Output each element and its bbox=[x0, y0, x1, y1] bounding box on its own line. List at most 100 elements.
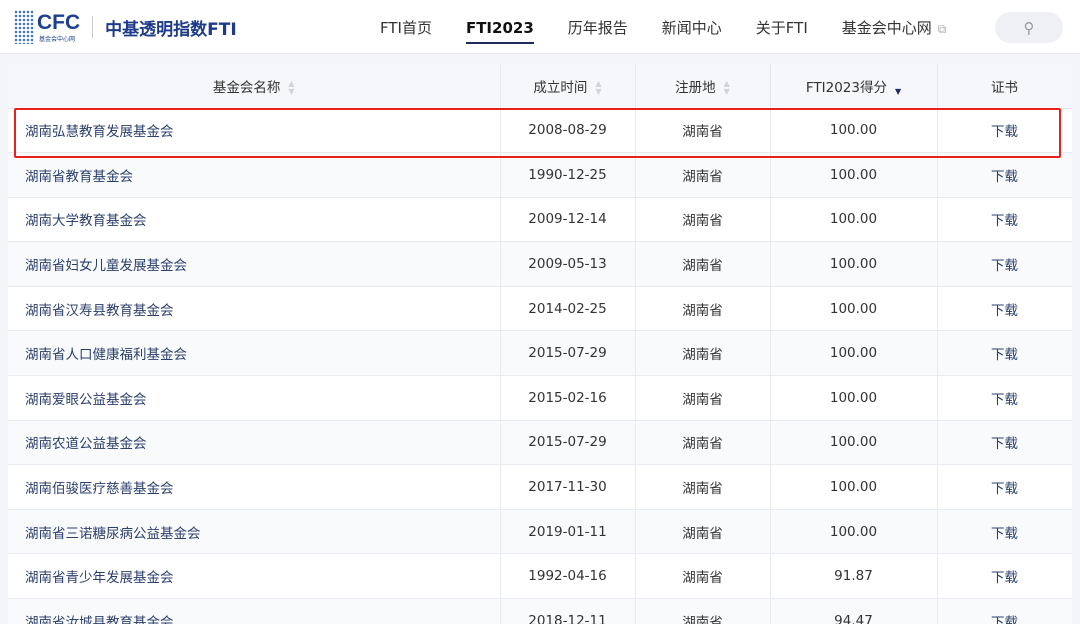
cell-col-name[interactable]: 湖南省三诺糖尿病公益基金会 bbox=[8, 509, 501, 555]
cell-col-name[interactable]: 湖南省人口健康福利基金会 bbox=[8, 330, 501, 377]
cell-col-founded: 2008-08-29 bbox=[500, 108, 636, 154]
header-label: 基金会名称 bbox=[212, 79, 281, 96]
cell-col-score: 100.00 bbox=[770, 197, 938, 243]
cell-col-founded: 2019-01-11 bbox=[500, 509, 636, 555]
nav-news[interactable]: 新闻中心 bbox=[661, 19, 722, 37]
cell-col-score: 100.00 bbox=[770, 241, 938, 287]
cell-col-region: 湖南省 bbox=[635, 241, 771, 287]
header-label: 注册地 bbox=[675, 79, 716, 96]
cell-col-name[interactable]: 湖南省汉寿县教育基金会 bbox=[8, 286, 501, 332]
cell-col-score: 100.00 bbox=[770, 375, 938, 421]
cell-col-founded: 2015-02-16 bbox=[500, 375, 636, 421]
cell-col-name[interactable]: 湖南爱眼公益基金会 bbox=[8, 375, 501, 421]
table-row: 湖南佰骏医疗慈善基金会 2017-11-30 湖南省 100.00 下载 bbox=[8, 464, 1072, 510]
cell-col-name[interactable]: 湖南省教育基金会 bbox=[8, 152, 501, 198]
cell-col-cert[interactable]: 下载 bbox=[937, 375, 1072, 421]
cell-col-name[interactable]: 湖南弘慧教育发展基金会 bbox=[8, 108, 501, 154]
cell-col-founded: 2014-02-25 bbox=[500, 286, 636, 332]
nav-fti2023[interactable]: FTI2023 bbox=[465, 0, 534, 54]
cell-col-region: 湖南省 bbox=[635, 197, 771, 243]
search-icon: ⚲ bbox=[1023, 18, 1035, 37]
cell-col-cert[interactable]: 下载 bbox=[937, 152, 1072, 198]
header-col-score[interactable]: FTI2023得分 ▼ bbox=[770, 64, 938, 109]
cell-col-score: 100.00 bbox=[770, 286, 938, 332]
cell-col-founded: 2015-07-29 bbox=[500, 420, 636, 466]
cell-col-score: 91.87 bbox=[770, 553, 938, 600]
external-link-icon: ⧉ bbox=[937, 22, 947, 36]
cell-col-region: 湖南省 bbox=[635, 420, 771, 466]
cell-col-region: 湖南省 bbox=[635, 553, 771, 600]
cell-col-cert[interactable]: 下载 bbox=[937, 286, 1072, 332]
cell-col-region: 湖南省 bbox=[635, 464, 771, 510]
sort-icon[interactable]: ▼ bbox=[894, 86, 902, 96]
table-row: 湖南省汝城县教育基金会 2018-12-11 湖南省 94.47 下载 bbox=[8, 598, 1072, 624]
search-button[interactable]: ⚲ bbox=[995, 12, 1063, 43]
cell-col-name[interactable]: 湖南省妇女儿童发展基金会 bbox=[8, 241, 501, 287]
cell-col-cert[interactable]: 下载 bbox=[937, 241, 1072, 287]
header-col-cert: 证书 bbox=[937, 64, 1072, 109]
cell-col-founded: 2017-11-30 bbox=[500, 464, 636, 510]
cell-col-founded: 2009-12-14 bbox=[500, 197, 636, 243]
cell-col-cert[interactable]: 下载 bbox=[937, 420, 1072, 466]
table-header-row: 基金会名称 ▲ ▼ 成立时间 ▲ ▼ 注册地 ▲ ▼ FTI2023得分 ▼ 证书 bbox=[8, 64, 1072, 109]
cell-col-region: 湖南省 bbox=[635, 152, 771, 198]
table-row: 湖南省三诺糖尿病公益基金会 2019-01-11 湖南省 100.00 下载 bbox=[8, 509, 1072, 555]
table-row: 湖南弘慧教育发展基金会 2008-08-29 湖南省 100.00 下载 bbox=[8, 108, 1072, 154]
header-col-founded[interactable]: 成立时间 ▲ ▼ bbox=[500, 64, 636, 109]
top-header: CFC 基金会中心网 中基透明指数FTI FTI首页 FTI2023 历年报告 … bbox=[0, 0, 1080, 54]
cell-col-region: 湖南省 bbox=[635, 108, 771, 154]
cell-col-founded: 2018-12-11 bbox=[500, 598, 636, 624]
site-title: 中基透明指数FTI bbox=[105, 19, 237, 40]
nav-fti-home[interactable]: FTI首页 bbox=[380, 19, 432, 37]
cell-col-cert[interactable]: 下载 bbox=[937, 197, 1072, 243]
cell-col-region: 湖南省 bbox=[635, 598, 771, 624]
cell-col-name[interactable]: 湖南佰骏医疗慈善基金会 bbox=[8, 464, 501, 510]
cell-col-score: 100.00 bbox=[770, 152, 938, 198]
table-row: 湖南省妇女儿童发展基金会 2009-05-13 湖南省 100.00 下载 bbox=[8, 241, 1072, 287]
nav-reports[interactable]: 历年报告 bbox=[567, 19, 628, 37]
header-label: 成立时间 bbox=[533, 79, 588, 96]
logo-divider bbox=[92, 16, 94, 38]
table-row: 湖南爱眼公益基金会 2015-02-16 湖南省 100.00 下载 bbox=[8, 375, 1072, 421]
header-col-name[interactable]: 基金会名称 ▲ ▼ bbox=[8, 64, 501, 109]
cell-col-score: 100.00 bbox=[770, 464, 938, 510]
sort-icon[interactable]: ▲ ▼ bbox=[723, 78, 730, 96]
header-label: FTI2023得分 bbox=[805, 79, 887, 96]
header-label: 证书 bbox=[991, 79, 1018, 96]
cell-col-score: 100.00 bbox=[770, 330, 938, 377]
cell-col-region: 湖南省 bbox=[635, 509, 771, 555]
nav-cfc-link[interactable]: 基金会中心网 ⧉ bbox=[842, 0, 947, 54]
cell-col-name[interactable]: 湖南大学教育基金会 bbox=[8, 197, 501, 243]
sort-icon[interactable]: ▲ ▼ bbox=[595, 78, 602, 96]
cell-col-cert[interactable]: 下载 bbox=[937, 553, 1072, 600]
sort-icon[interactable]: ▲ ▼ bbox=[288, 78, 295, 96]
cell-col-region: 湖南省 bbox=[635, 330, 771, 377]
cell-col-founded: 1992-04-16 bbox=[500, 553, 636, 600]
cell-col-cert[interactable]: 下载 bbox=[937, 598, 1072, 624]
table-row: 湖南省青少年发展基金会 1992-04-16 湖南省 91.87 下载 bbox=[8, 553, 1072, 600]
cell-col-name[interactable]: 湖南省青少年发展基金会 bbox=[8, 553, 501, 600]
table-row: 湖南省教育基金会 1990-12-25 湖南省 100.00 下载 bbox=[8, 152, 1072, 198]
cell-col-score: 100.00 bbox=[770, 420, 938, 466]
header-col-region[interactable]: 注册地 ▲ ▼ bbox=[635, 64, 771, 109]
logo-sub: 基金会中心网 bbox=[39, 35, 76, 43]
nav-cfc-label: 基金会中心网 bbox=[841, 19, 932, 37]
logo-dots-icon bbox=[14, 10, 34, 44]
cell-col-cert[interactable]: 下载 bbox=[937, 108, 1072, 154]
table-row: 湖南省人口健康福利基金会 2015-07-29 湖南省 100.00 下载 bbox=[8, 330, 1072, 377]
cell-col-score: 100.00 bbox=[770, 509, 938, 555]
cell-col-name[interactable]: 湖南省汝城县教育基金会 bbox=[8, 598, 501, 624]
cell-col-cert[interactable]: 下载 bbox=[937, 509, 1072, 555]
cell-col-region: 湖南省 bbox=[635, 375, 771, 421]
foundation-table: 基金会名称 ▲ ▼ 成立时间 ▲ ▼ 注册地 ▲ ▼ FTI2023得分 ▼ 证书 湖南弘慧教育发展… bbox=[8, 64, 1072, 624]
cell-col-founded: 2009-05-13 bbox=[500, 241, 636, 287]
cell-col-region: 湖南省 bbox=[635, 286, 771, 332]
cell-col-founded: 1990-12-25 bbox=[500, 152, 636, 198]
logo[interactable]: CFC 基金会中心网 中基透明指数FTI bbox=[14, 10, 237, 44]
cell-col-cert[interactable]: 下载 bbox=[937, 330, 1072, 377]
cell-col-founded: 2015-07-29 bbox=[500, 330, 636, 377]
nav-about[interactable]: 关于FTI bbox=[755, 19, 808, 37]
table-row: 湖南农道公益基金会 2015-07-29 湖南省 100.00 下载 bbox=[8, 420, 1072, 466]
cell-col-name[interactable]: 湖南农道公益基金会 bbox=[8, 420, 501, 466]
cell-col-cert[interactable]: 下载 bbox=[937, 464, 1072, 510]
